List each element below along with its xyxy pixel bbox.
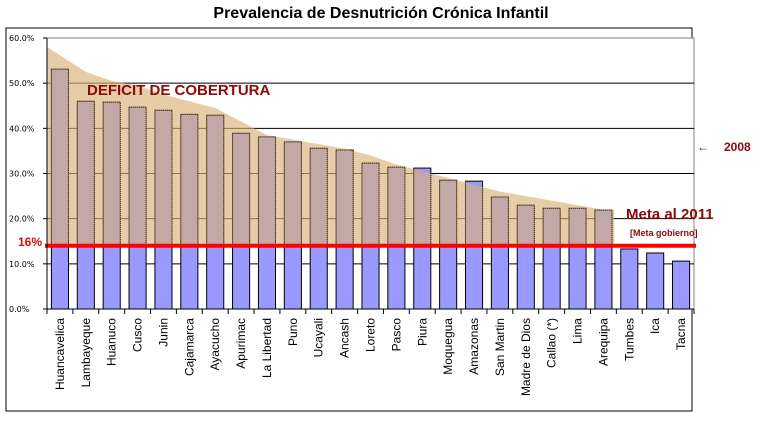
target-subtitle: [Meta gobierno] bbox=[630, 228, 698, 238]
bar bbox=[646, 252, 665, 310]
x-tick-label: Huanuco bbox=[105, 318, 119, 366]
x-tick-label: Piura bbox=[415, 318, 429, 346]
x-tick-label: Callao (*) bbox=[545, 318, 559, 368]
bar-deficit-outline bbox=[180, 113, 199, 247]
bar-deficit-outline bbox=[309, 147, 328, 247]
y-tick-label: 60.0% bbox=[9, 34, 35, 43]
x-axis: Huancavelica Lambayeque Huanuco Cusco Junin C… bbox=[46, 308, 695, 396]
bar-deficit-outline bbox=[335, 149, 354, 247]
x-tick-label: Junin bbox=[156, 318, 170, 347]
plot-area bbox=[45, 37, 696, 310]
y-axis: 0.0% 10.0% 20.0% 30.0% 40.0% 50.0% 60.0% bbox=[9, 34, 48, 314]
x-tick-label: La Libertad bbox=[260, 318, 274, 378]
x-tick-label: Pasco bbox=[389, 318, 403, 352]
x-tick-label: Tumbes bbox=[622, 318, 636, 361]
bar bbox=[672, 260, 691, 310]
x-tick-label: Puno bbox=[286, 318, 300, 346]
deficit-label: DEFICIT DE COBERTURA bbox=[87, 82, 271, 99]
x-tick-label: Amazonas bbox=[467, 318, 481, 375]
x-tick-label: Lambayeque bbox=[79, 318, 93, 388]
x-tick-label: Ucayali bbox=[312, 318, 326, 357]
x-tick-label: Huancavelica bbox=[53, 318, 67, 390]
x-tick-label: Cusco bbox=[131, 318, 145, 352]
bar-deficit-outline bbox=[102, 101, 121, 247]
x-tick-label: Cajamarca bbox=[182, 318, 196, 376]
bar-deficit-outline bbox=[154, 109, 173, 247]
x-tick-label: Ica bbox=[648, 318, 662, 334]
bar-deficit-outline bbox=[594, 209, 613, 247]
bar-deficit-outline bbox=[439, 179, 458, 247]
bar-deficit-outline bbox=[542, 207, 561, 247]
x-tick-label: Lima bbox=[571, 318, 585, 344]
bar-deficit-outline bbox=[568, 207, 587, 247]
x-tick-label: Ayacucho bbox=[208, 318, 222, 371]
bar bbox=[620, 248, 639, 310]
x-tick-label: Apurimac bbox=[234, 318, 248, 369]
x-tick-label: San Martin bbox=[493, 318, 507, 376]
target-title: Meta al 2011 bbox=[626, 206, 714, 223]
x-tick-label: Tacna bbox=[674, 318, 688, 350]
y-tick-label: 20.0% bbox=[9, 215, 35, 224]
bar-deficit-outline bbox=[283, 141, 302, 247]
year-label: 2008 bbox=[724, 140, 751, 154]
chart-title: Prevalencia de Desnutrición Crónica Infa… bbox=[213, 5, 548, 22]
y-tick-label: 50.0% bbox=[9, 79, 35, 88]
bar-deficit-outline bbox=[413, 167, 432, 247]
year-arrow-icon: ← bbox=[697, 140, 709, 154]
y-tick-label: 40.0% bbox=[9, 124, 35, 133]
y-tick-label: 0.0% bbox=[9, 305, 30, 314]
x-tick-label: Arequipa bbox=[596, 318, 610, 366]
y-tick-label: 10.0% bbox=[9, 260, 35, 269]
x-tick-label: Loreto bbox=[364, 318, 378, 352]
y-tick-label: 30.0% bbox=[9, 170, 35, 179]
deficit-area bbox=[47, 47, 615, 246]
x-tick-label: Ancash bbox=[338, 318, 352, 358]
x-tick-label: Madre de Dios bbox=[519, 318, 533, 396]
x-tick-label: Moquegua bbox=[441, 318, 455, 375]
target-value-label: 16% bbox=[18, 235, 42, 249]
